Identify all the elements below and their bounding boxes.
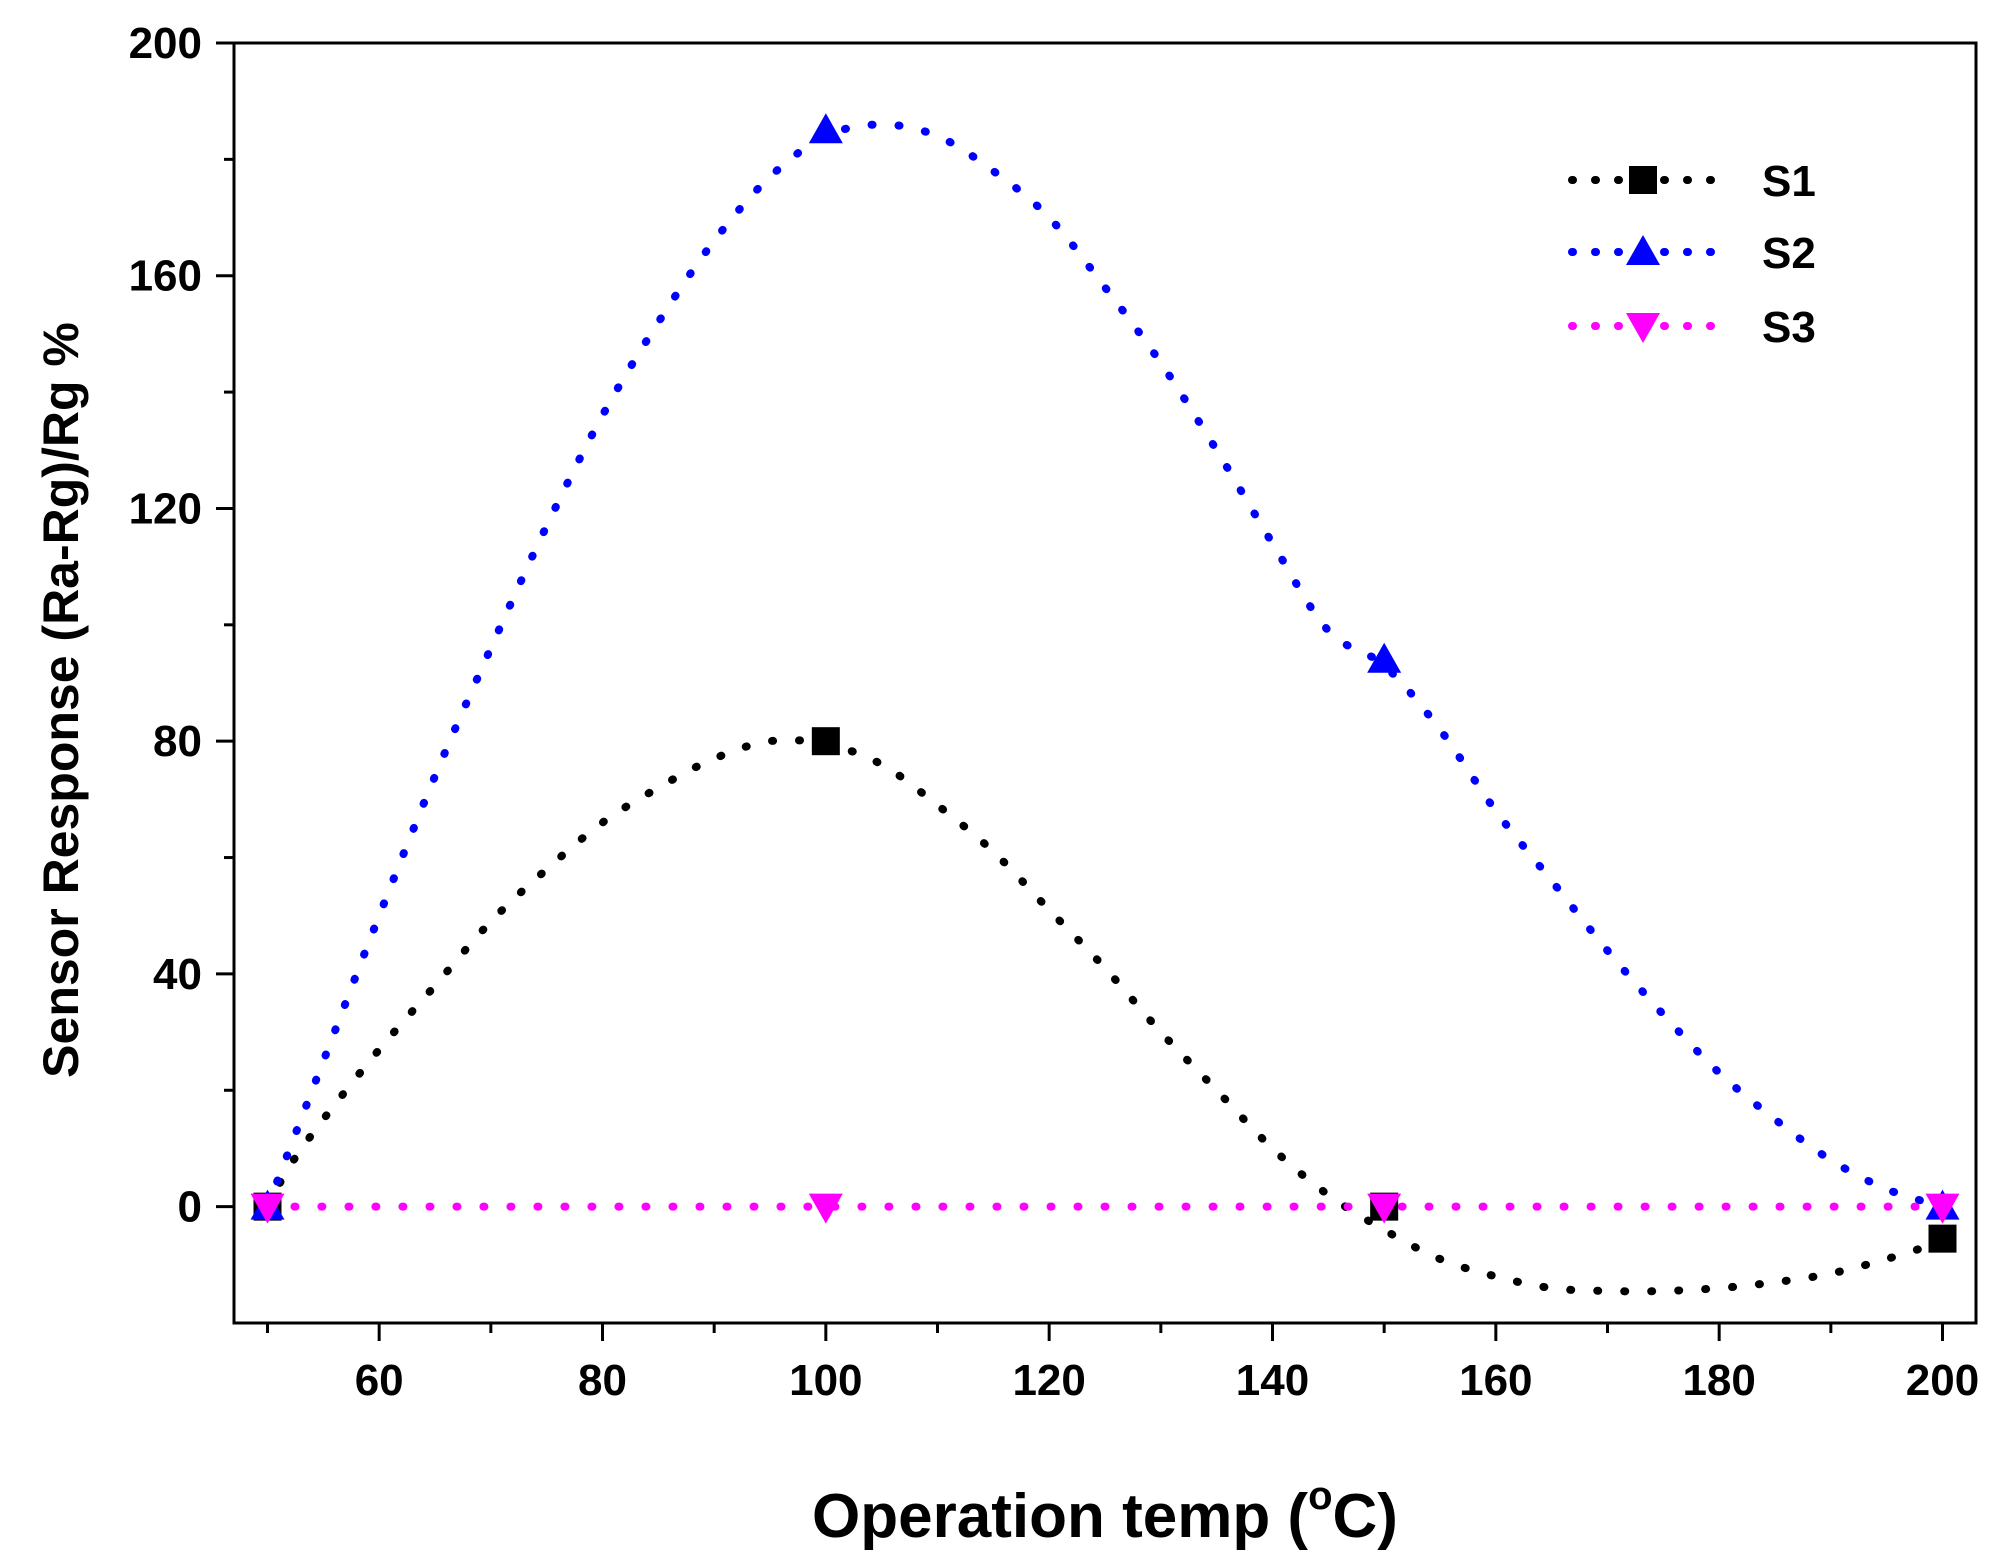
- legend-marker-S2: [1626, 235, 1660, 265]
- fit-curves: [263, 120, 1947, 1296]
- x-tick-label: 100: [789, 1356, 862, 1405]
- y-tick-labels: 0 40 80 120 160 200: [129, 19, 202, 1232]
- x-axis-title: Operation temp (oC): [812, 1474, 1398, 1551]
- x-axis-title-degree: o: [1308, 1474, 1332, 1518]
- major-ticks: [216, 41, 1944, 1341]
- x-tick-label: 120: [1012, 1356, 1085, 1405]
- marker-S1: [1928, 1224, 1957, 1253]
- x-tick-label: 60: [355, 1356, 404, 1405]
- legend-label-S2: S2: [1762, 229, 1816, 278]
- marker-S2: [808, 113, 843, 144]
- x-tick-label: 200: [1906, 1356, 1979, 1405]
- plot-frame: [232, 41, 1978, 1325]
- marker-S3: [1925, 1193, 1960, 1224]
- data-markers: [250, 113, 1960, 1253]
- x-tick-label: 140: [1236, 1356, 1309, 1405]
- marker-S3: [250, 1193, 285, 1224]
- x-tick-labels: 60 80 100 120 140 160 180 200: [355, 1356, 1980, 1405]
- y-tick-label: 200: [129, 19, 202, 68]
- y-axis-title: Sensor Response (Ra-Rg)/Rg %: [33, 322, 89, 1078]
- legend-marker-S1: [1629, 166, 1657, 194]
- curve-S1: [263, 736, 1947, 1296]
- y-tick-label: 80: [153, 717, 202, 766]
- minor-ticks: [224, 157, 1833, 1333]
- y-tick-label: 40: [153, 950, 202, 999]
- x-axis-title-unit: C): [1333, 1482, 1398, 1551]
- marker-S3: [808, 1193, 843, 1224]
- marker-S3: [1367, 1193, 1402, 1224]
- curve-S2: [263, 120, 1947, 1211]
- x-tick-label: 160: [1459, 1356, 1532, 1405]
- legend: S1 S2 S3: [1568, 157, 1816, 352]
- legend-label-S1: S1: [1762, 157, 1816, 206]
- y-tick-label: 120: [129, 484, 202, 533]
- legend-marker-S3: [1626, 313, 1660, 343]
- x-tick-label: 80: [578, 1356, 627, 1405]
- marker-S1: [811, 727, 840, 756]
- legend-label-S3: S3: [1762, 303, 1816, 352]
- x-tick-label: 180: [1682, 1356, 1755, 1405]
- x-axis-title-text: Operation temp (: [812, 1482, 1308, 1551]
- y-tick-label: 160: [129, 252, 202, 301]
- marker-S2: [1367, 642, 1402, 673]
- y-tick-label: 0: [178, 1183, 202, 1232]
